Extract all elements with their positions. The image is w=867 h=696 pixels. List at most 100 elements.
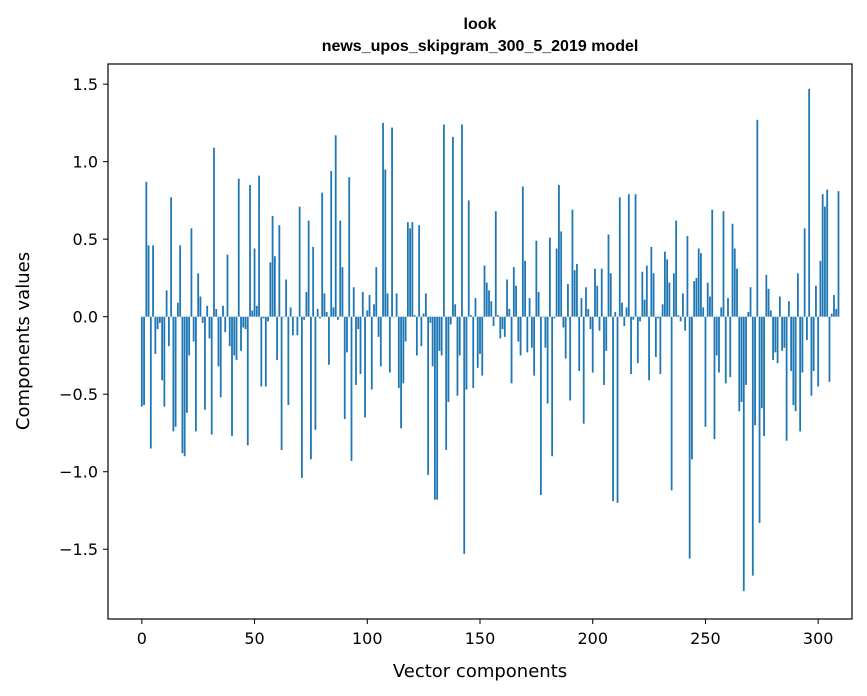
- bar-component-131: [436, 316, 439, 500]
- bar-component-273: [756, 119, 759, 317]
- chart-title-line-1: look: [464, 16, 497, 33]
- bar-component-60: [276, 316, 278, 361]
- bar-component-267: [742, 316, 745, 592]
- bar-component-122: [415, 316, 418, 356]
- bar-component-21: [188, 316, 191, 356]
- x-tick-label: 200: [577, 629, 608, 648]
- y-tick-label: −0.5: [59, 385, 98, 404]
- bar-component-63: [282, 316, 285, 318]
- x-tick-label: 100: [352, 629, 383, 648]
- bar-component-48: [249, 184, 251, 317]
- bar-component-279: [769, 310, 772, 317]
- bars-group: [140, 88, 840, 592]
- bar-component-181: [548, 237, 551, 317]
- bar-component-207: [607, 234, 610, 317]
- bar-component-195: [580, 298, 583, 317]
- bar-component-132: [438, 316, 441, 351]
- bar-component-247: [697, 248, 700, 317]
- bar-component-98: [361, 291, 364, 317]
- bar-component-236: [672, 273, 675, 317]
- bar-component-95: [355, 316, 357, 385]
- bar-component-104: [375, 267, 378, 317]
- bar-component-3: [147, 245, 150, 317]
- bar-component-105: [377, 316, 380, 337]
- bar-component-157: [494, 211, 497, 317]
- bar-component-168: [519, 316, 522, 356]
- bar-component-87: [337, 316, 339, 320]
- bar-component-230: [659, 316, 662, 375]
- bar-component-94: [352, 287, 355, 317]
- bar-component-121: [413, 315, 416, 317]
- bar-component-275: [760, 316, 763, 409]
- bar-component-77: [314, 316, 317, 430]
- bar-component-282: [776, 316, 779, 364]
- bar-component-82: [325, 312, 328, 317]
- bar-component-76: [312, 246, 315, 317]
- bar-component-169: [521, 186, 524, 317]
- bar-component-81: [323, 293, 326, 317]
- bar-component-126: [424, 293, 427, 317]
- x-axis-label: Vector components: [393, 661, 567, 682]
- bar-component-41: [233, 316, 236, 356]
- bar-component-277: [765, 274, 768, 317]
- bar-component-254: [713, 316, 716, 440]
- bar-component-188: [564, 316, 567, 359]
- bar-component-212: [618, 197, 621, 317]
- bar-component-66: [289, 307, 292, 317]
- bar-component-44: [240, 316, 242, 351]
- bar-component-152: [483, 265, 486, 317]
- y-tick-label: 1.0: [73, 153, 98, 172]
- bar-component-91: [346, 316, 348, 353]
- bar-component-43: [237, 178, 240, 317]
- bar-component-260: [727, 298, 729, 317]
- bar-component-303: [824, 206, 826, 317]
- bar-component-261: [729, 316, 732, 378]
- bar-component-264: [736, 268, 738, 317]
- x-tick-label: 300: [803, 629, 834, 648]
- bar-component-42: [235, 316, 238, 361]
- bar-component-139: [454, 304, 457, 317]
- bar-component-96: [357, 316, 360, 330]
- bar-component-287: [787, 301, 790, 317]
- bar-component-302: [821, 194, 824, 317]
- bar-component-143: [463, 316, 466, 554]
- bar-component-281: [774, 316, 777, 353]
- bar-component-286: [785, 316, 788, 441]
- bar-component-187: [562, 316, 565, 328]
- bar-component-110: [388, 316, 391, 373]
- bar-component-137: [449, 316, 452, 325]
- y-tick-label: 0.0: [73, 308, 98, 327]
- bar-component-228: [654, 316, 657, 358]
- bar-component-196: [582, 316, 585, 424]
- bar-component-30: [208, 316, 211, 339]
- bar-component-183: [553, 316, 556, 319]
- bar-component-252: [709, 296, 711, 317]
- bar-component-159: [499, 316, 502, 339]
- chart-title-line-2: news_upos_skipgram_300_5_2019 model: [322, 38, 639, 55]
- bar-component-118: [406, 222, 409, 317]
- bar-component-219: [634, 194, 637, 317]
- x-tick-label: 0: [137, 629, 147, 648]
- bar-component-50: [253, 248, 256, 317]
- bar-component-32: [213, 147, 215, 317]
- bar-component-294: [803, 228, 806, 317]
- bar-component-268: [745, 316, 747, 385]
- bar-component-39: [228, 316, 231, 347]
- bar-component-289: [792, 316, 795, 406]
- bar-component-129: [431, 316, 434, 367]
- bar-component-85: [332, 307, 335, 317]
- bar-component-128: [429, 316, 432, 323]
- bar-component-31: [210, 316, 213, 435]
- bar-component-0: [140, 316, 143, 407]
- bar-component-92: [348, 177, 351, 317]
- bar-component-144: [465, 316, 468, 390]
- bar-component-84: [330, 170, 333, 317]
- bar-component-308: [835, 308, 838, 317]
- bar-component-107: [382, 122, 384, 317]
- bar-component-24: [195, 316, 197, 432]
- bar-component-269: [747, 312, 750, 317]
- bar-component-233: [666, 259, 669, 317]
- bar-component-54: [262, 316, 265, 319]
- bar-component-133: [440, 316, 443, 356]
